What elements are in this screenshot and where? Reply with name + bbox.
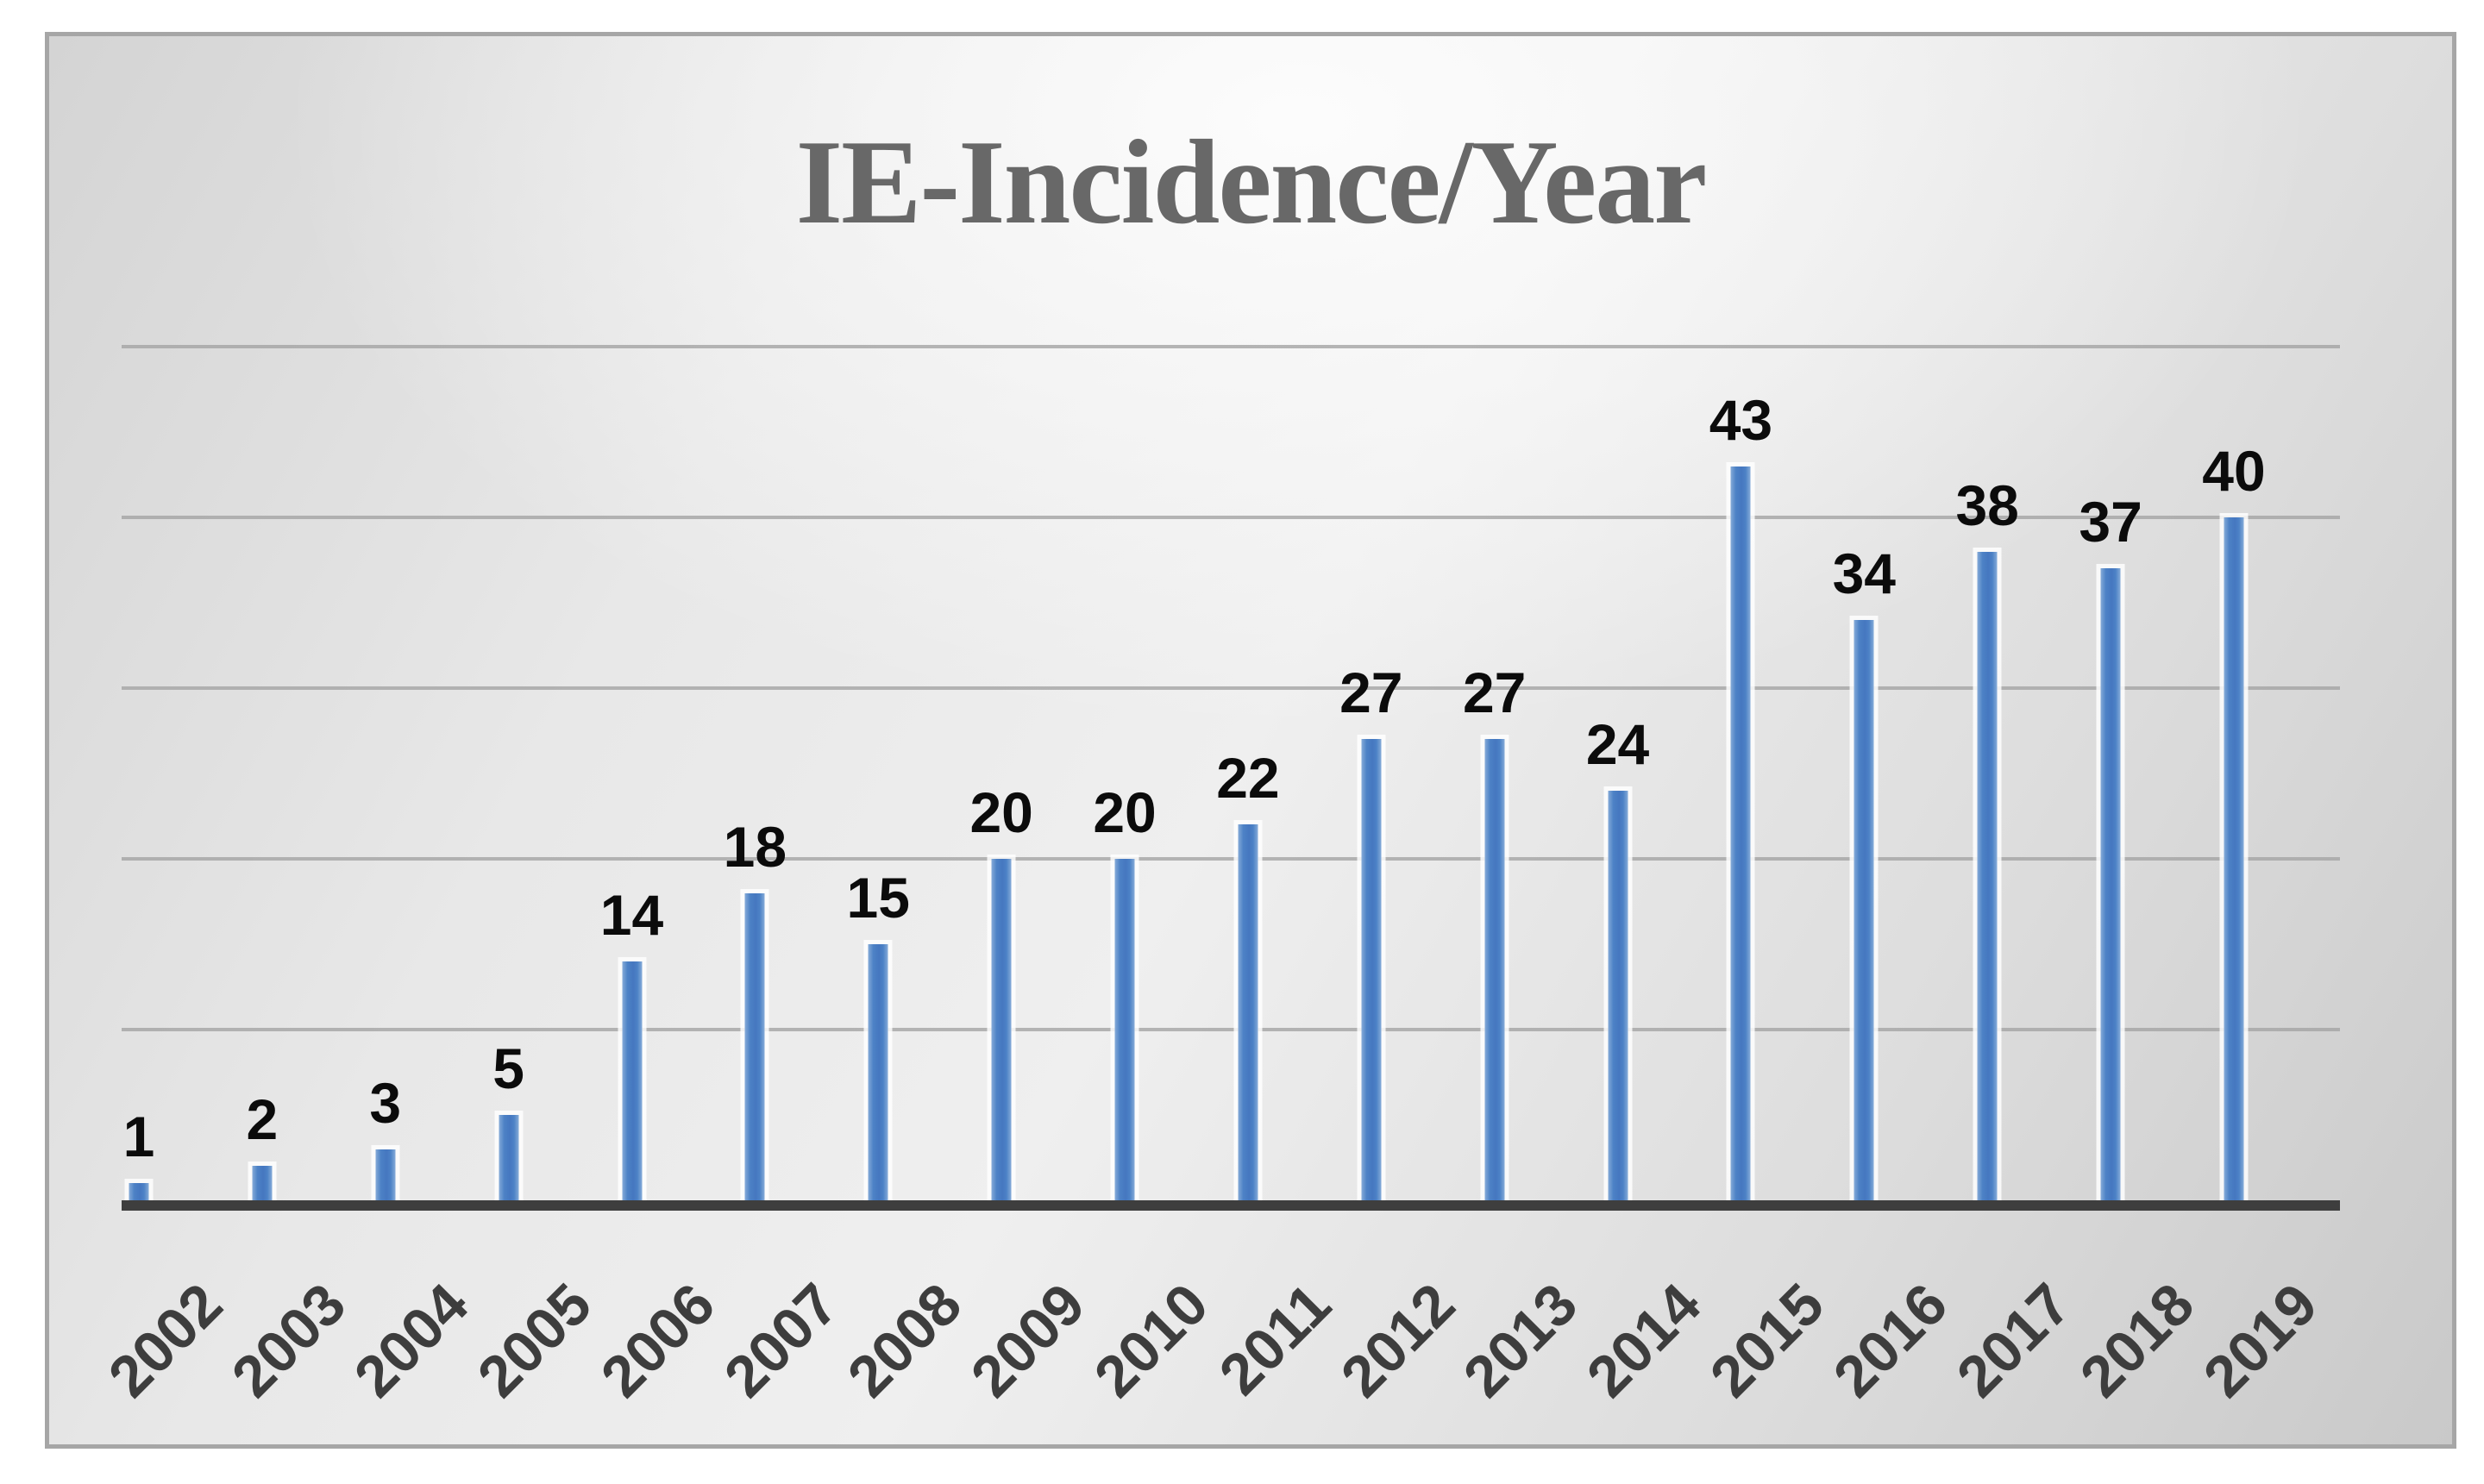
bar-2009 [987,855,1016,1200]
bar-value-label-2016: 34 [1832,541,1897,605]
gridline-20 [122,857,2340,861]
bar-value-label-2008: 15 [846,866,910,930]
bar-2019 [2219,513,2249,1200]
chart-inner: IE-Incidence/Year 1 2002 2 2003 3 2004 5 2005 14… [49,36,2452,1444]
bar-2004 [371,1144,400,1200]
bar-2008 [863,940,893,1200]
bar-value-label-2019: 40 [2202,439,2266,503]
x-axis-label-2008: 2008 [835,1271,975,1410]
bar-2018 [2096,564,2125,1200]
bar-value-label-2003: 2 [246,1087,279,1152]
bar-2012 [1357,735,1386,1200]
x-axis-label-2015: 2015 [1697,1271,1837,1410]
bar-value-label-2005: 5 [492,1036,524,1100]
gridline-40 [122,516,2340,519]
x-axis-label-2013: 2013 [1451,1271,1590,1410]
bar-2013 [1480,735,1509,1200]
x-axis-label-2014: 2014 [1574,1271,1714,1410]
bar-2007 [740,888,769,1200]
x-axis-label-2004: 2004 [342,1271,481,1410]
x-axis-label-2011: 2011 [1207,1271,1344,1408]
x-axis-label-2012: 2012 [1327,1271,1467,1410]
bar-value-label-2015: 43 [1709,387,1773,452]
x-axis-label-2016: 2016 [1821,1271,1960,1410]
bar-2017 [1973,547,2002,1200]
bar-value-label-2017: 38 [1955,473,2019,537]
bar-2006 [618,956,647,1200]
bar-2005 [494,1111,524,1200]
x-axis-label-2002: 2002 [96,1271,235,1410]
plot-area: 1 2002 2 2003 3 2004 5 2005 14 2006 18 2007 15 2008 20… [96,345,2340,1410]
x-axis-line [122,1200,2340,1211]
gridline-30 [122,686,2340,690]
bar-2011 [1233,820,1263,1200]
chart-frame: IE-Incidence/Year 1 2002 2 2003 3 2004 5 2005 14… [45,32,2456,1449]
bar-value-label-2012: 27 [1339,661,1403,725]
x-axis-label-2009: 2009 [958,1271,1098,1410]
bar-2014 [1603,786,1633,1200]
bar-value-label-2007: 18 [723,814,787,879]
bar-2002 [124,1179,154,1200]
bar-value-label-2006: 14 [599,882,664,947]
x-axis-label-2017: 2017 [1944,1271,2084,1410]
bar-value-label-2009: 20 [969,780,1033,844]
bar-2010 [1110,855,1139,1200]
bar-value-label-2013: 27 [1462,661,1527,725]
bar-value-label-2011: 22 [1216,746,1280,811]
x-axis-label-2006: 2006 [588,1271,728,1410]
bar-2003 [248,1162,277,1200]
bar-2015 [1726,461,1755,1200]
x-axis-label-2003: 2003 [219,1271,358,1410]
bar-value-label-2018: 37 [2079,490,2142,554]
gridline-10 [122,1028,2340,1031]
bar-value-label-2010: 20 [1093,780,1157,844]
x-axis-label-2018: 2018 [2067,1271,2206,1410]
chart-title: IE-Incidence/Year [795,116,1708,249]
bar-2016 [1849,615,1879,1200]
x-axis-label-2019: 2019 [2191,1271,2330,1410]
gridline-50 [122,345,2340,348]
bar-value-label-2004: 3 [369,1070,402,1135]
x-axis-label-2010: 2010 [1082,1271,1220,1410]
bar-value-label-2014: 24 [1585,711,1650,776]
x-axis-label-2007: 2007 [712,1271,851,1410]
bar-value-label-2002: 1 [122,1105,155,1169]
x-axis-label-2005: 2005 [465,1271,605,1410]
